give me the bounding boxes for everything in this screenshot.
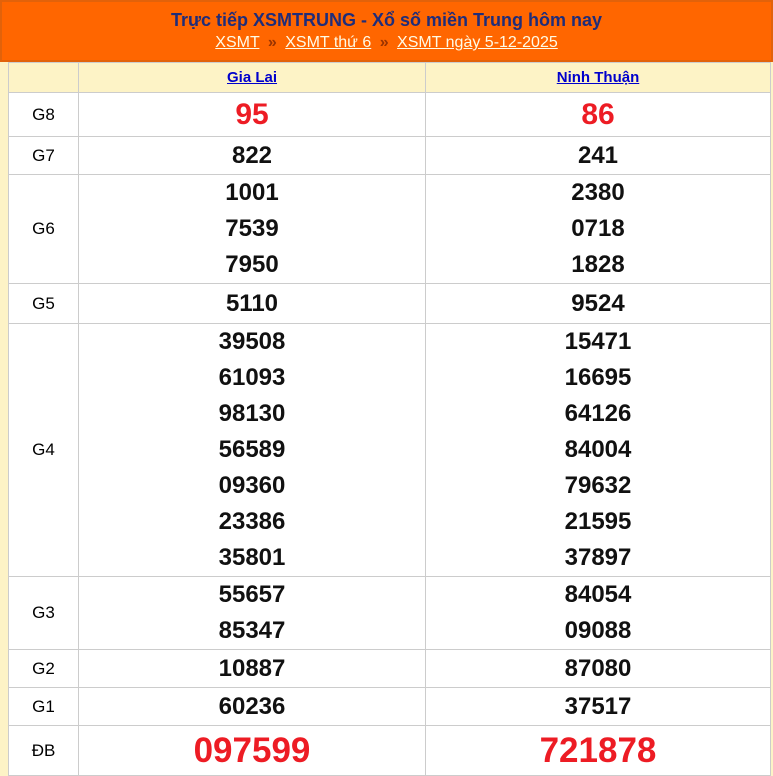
results-table: Gia Lai Ninh Thuận G8 95 86 G7 822 241 G… [8,62,771,776]
prize-number: 5110 [225,289,279,317]
prize-number: 09360 [218,472,286,499]
breadcrumb-separator: » [379,34,389,51]
prize-row-g6: G6 1001 7539 7950 2380 0718 1828 [8,174,771,284]
prize-number: 37897 [564,544,632,571]
prize-label: G5 [8,283,79,324]
prize-cell-ninh-thuan: 87080 [425,649,771,688]
prize-number: 0718 [571,215,625,242]
prize-row-g8: G8 95 86 [8,92,771,137]
prize-number: 39508 [218,328,286,355]
prize-cell-ninh-thuan: 721878 [425,725,771,776]
prize-label: G4 [8,323,79,577]
prize-cell-gia-lai: 39508 61093 98130 56589 09360 23386 3580… [78,323,426,577]
prize-label: G8 [8,92,79,137]
prize-number: 61093 [218,364,286,391]
prize-number: 37517 [564,692,632,720]
prize-row-g5: G5 5110 9524 [8,283,771,324]
prize-number: 98130 [218,400,286,427]
prize-cell-gia-lai: 1001 7539 7950 [78,174,426,284]
prize-number: 15471 [564,328,632,355]
prize-number: 87080 [564,654,632,682]
prize-number: 23386 [218,508,286,535]
prize-label: G3 [8,576,79,650]
prize-number: 86 [581,97,615,131]
prize-cell-ninh-thuan: 15471 16695 64126 84004 79632 21595 3789… [425,323,771,577]
page-banner: Trực tiếp XSMTRUNG - Xổ số miền Trung hô… [0,0,773,62]
page-title: Trực tiếp XSMTRUNG - Xổ số miền Trung hô… [170,10,603,30]
prize-number: 9524 [571,289,625,317]
province-header-gia-lai: Gia Lai [78,62,426,93]
prize-number: 55657 [218,581,286,608]
prize-cell-ninh-thuan: 241 [425,136,771,175]
prize-number: 64126 [564,400,632,427]
prize-label: G7 [8,136,79,175]
prize-cell-gia-lai: 10887 [78,649,426,688]
prize-row-g1: G1 60236 37517 [8,687,771,726]
breadcrumb-link-xsmt[interactable]: XSMT [215,34,260,51]
prize-row-g4: G4 39508 61093 98130 56589 09360 23386 3… [8,323,771,577]
prize-label: G1 [8,687,79,726]
prize-row-g7: G7 822 241 [8,136,771,175]
prize-row-g2: G2 10887 87080 [8,649,771,688]
prize-cell-gia-lai: 95 [78,92,426,137]
prize-label: G6 [8,174,79,284]
prize-cell-ninh-thuan: 2380 0718 1828 [425,174,771,284]
prize-row-g3: G3 55657 85347 84054 09088 [8,576,771,650]
prize-number: 2380 [571,179,625,206]
prize-number: 09088 [564,617,632,644]
province-header-ninh-thuan: Ninh Thuận [425,62,771,93]
prize-number: 097599 [193,730,311,770]
prize-cell-ninh-thuan: 86 [425,92,771,137]
prize-cell-gia-lai: 55657 85347 [78,576,426,650]
breadcrumb-separator: » [267,34,277,51]
prize-label: ĐB [8,725,79,776]
prize-number: 7950 [225,251,279,278]
prize-number: 10887 [218,654,286,682]
prize-cell-gia-lai: 5110 [78,283,426,324]
province-link-gia-lai[interactable]: Gia Lai [226,68,278,86]
prize-number: 84004 [564,436,632,463]
prize-number: 241 [577,141,619,169]
prize-number: 85347 [218,617,286,644]
prize-number: 79632 [564,472,632,499]
prize-number: 7539 [225,215,279,242]
prize-number: 60236 [218,692,286,720]
prize-cell-ninh-thuan: 84054 09088 [425,576,771,650]
breadcrumb: XSMT » XSMT thứ 6 » XSMT ngày 5-12-2025 [2,32,771,53]
prize-number: 35801 [218,544,286,571]
prize-number: 1001 [225,179,279,206]
province-link-ninh-thuan[interactable]: Ninh Thuận [556,68,640,86]
prize-number: 721878 [539,730,657,770]
prize-cell-gia-lai: 822 [78,136,426,175]
prize-label-header [8,62,79,93]
prize-number: 16695 [564,364,632,391]
prize-cell-ninh-thuan: 37517 [425,687,771,726]
prize-number: 95 [235,97,269,131]
prize-number: 84054 [564,581,632,608]
breadcrumb-link-xsmt-thu-6[interactable]: XSMT thứ 6 [285,34,372,51]
prize-number: 1828 [571,251,625,278]
prize-label: G2 [8,649,79,688]
table-header-row: Gia Lai Ninh Thuận [8,62,771,93]
prize-cell-gia-lai: 097599 [78,725,426,776]
prize-number: 822 [231,141,273,169]
prize-cell-gia-lai: 60236 [78,687,426,726]
prize-cell-ninh-thuan: 9524 [425,283,771,324]
prize-number: 21595 [564,508,632,535]
prize-number: 56589 [218,436,286,463]
prize-row-db: ĐB 097599 721878 [8,725,771,776]
breadcrumb-link-xsmt-ngay[interactable]: XSMT ngày 5-12-2025 [397,34,558,51]
